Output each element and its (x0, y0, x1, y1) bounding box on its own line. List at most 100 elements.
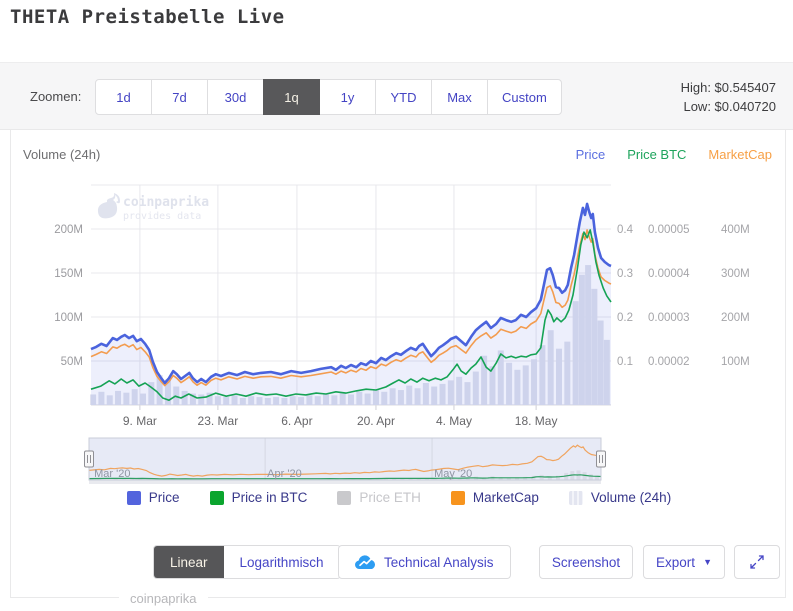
volume-bar (422, 383, 429, 405)
marketcap-line (90, 229, 612, 387)
price-chart[interactable]: 9. Mar 23. Mar 6. Apr 20. Apr 4. May 18. May c… (11, 150, 787, 510)
navigator-volume-bar (416, 478, 421, 480)
technical-analysis-button[interactable]: Technical Analysis (338, 545, 511, 579)
volume-bar (339, 392, 346, 405)
volume-bar (397, 390, 404, 405)
volume-bar (189, 393, 196, 405)
x-axis-label: 9. Mar (123, 414, 157, 428)
price-tick-label: 0.3 (617, 268, 633, 280)
volume-bar (140, 393, 146, 405)
chart-legend: Price Price in BTC Price ETH MarketCap Volum… (11, 490, 787, 505)
navigator-volume-bar (523, 476, 528, 480)
export-button[interactable]: Export ▼ (643, 545, 725, 579)
volume-bar (489, 366, 496, 405)
legend-item-price-eth[interactable]: Price ETH (337, 490, 421, 505)
navigator-handle-left[interactable] (84, 450, 94, 468)
volume-bar (585, 265, 592, 405)
volume-bar (406, 385, 413, 405)
x-axis-label: 18. May (515, 414, 558, 428)
volume-bar (506, 362, 513, 405)
range-button-1d[interactable]: 1d (95, 79, 152, 115)
navigator-volume-bar (441, 478, 446, 480)
volume-bar (131, 389, 138, 405)
navigator-handle-right[interactable] (596, 450, 606, 468)
screenshot-button[interactable]: Screenshot (539, 545, 633, 579)
price-area-fill (91, 203, 611, 405)
x-axis-label: 4. May (436, 414, 472, 428)
volume-tick-label: 50M (61, 356, 83, 368)
navigator-volume-bar (130, 478, 135, 480)
legend-item-volume-24h-[interactable]: Volume (24h) (568, 490, 671, 505)
chart-controls: Linear Logarithmisch Technical Analysis … (11, 545, 787, 581)
volume-bar (564, 341, 571, 405)
chart-container: Volume (24h) Price Price BTC MarketCap 9. … (10, 130, 787, 606)
volume-bar (556, 348, 562, 405)
high-low-values: High: $0.545407 Low: $0.040720 (681, 78, 776, 116)
navigator-volume-bar (515, 477, 520, 480)
legend-item-price-in-btc[interactable]: Price in BTC (209, 490, 307, 505)
volume-bar (156, 375, 163, 405)
volume-bar (356, 391, 363, 405)
volume-bar (531, 359, 538, 405)
navigator-volume-bar (408, 478, 413, 480)
volume-bar (381, 391, 388, 405)
x-axis-label: 20. Apr (357, 414, 395, 428)
navigator-volume-bar (555, 475, 560, 480)
volume-bar (447, 380, 454, 405)
navigator-volume-bar (498, 477, 503, 480)
scale-toggle-group: Linear Logarithmisch (153, 545, 341, 579)
volume-bar (514, 369, 521, 405)
volume-bar (123, 392, 130, 405)
navigator-volume-bar (457, 478, 462, 480)
volume-bar (223, 397, 230, 405)
range-button-max[interactable]: Max (431, 79, 488, 115)
price-tick-label: 0.2 (617, 312, 633, 324)
linear-scale-button[interactable]: Linear (154, 546, 224, 578)
price-btc-tick-label: 0.00003 (648, 312, 690, 324)
legend-item-price[interactable]: Price (126, 490, 180, 505)
axis-toggle-price[interactable]: Price (575, 147, 606, 162)
navigator-month-label: Mar '20 (94, 468, 130, 480)
volume-bar (497, 350, 504, 405)
volume-bar (539, 345, 546, 405)
range-button-ytd[interactable]: YTD (375, 79, 432, 115)
volume-bar (90, 394, 97, 405)
chart-navigator[interactable]: Mar '20 Apr '20 May '20 (84, 437, 606, 484)
legend-swatch (450, 490, 465, 505)
range-button-7d[interactable]: 7d (151, 79, 208, 115)
legend-item-marketcap[interactable]: MarketCap (450, 490, 539, 505)
navigator-volume-bar (392, 478, 397, 480)
volume-bar (206, 392, 213, 405)
volume-bar (256, 397, 263, 405)
volume-axis-title: Volume (24h) (23, 147, 101, 162)
navigator-month-label: May '20 (434, 468, 472, 480)
fullscreen-button[interactable] (734, 545, 780, 579)
volume-bar (522, 365, 529, 405)
technical-analysis-label: Technical Analysis (384, 554, 494, 570)
volume-bar (248, 396, 255, 405)
volume-bar (164, 379, 171, 405)
navigator-volume-bar (424, 478, 429, 480)
range-button-1q[interactable]: 1q (263, 79, 320, 115)
price-btc-tick-label: 0.00005 (648, 224, 690, 236)
volume-bar (273, 397, 280, 405)
volume-bar (289, 396, 296, 405)
legend-label: Price (148, 490, 180, 505)
navigator-scrollbar[interactable] (89, 480, 601, 484)
range-button-custom[interactable]: Custom (487, 79, 562, 115)
tradingview-cloud-icon (355, 555, 375, 569)
range-button-1y[interactable]: 1y (319, 79, 376, 115)
volume-bar (106, 395, 113, 405)
volume-bar (414, 388, 421, 405)
volume-bar (472, 371, 479, 405)
range-button-30d[interactable]: 30d (207, 79, 264, 115)
navigator-volume-bar (449, 478, 454, 480)
navigator-volume-bar (465, 477, 470, 480)
marketcap-tick-label: 200M (721, 312, 750, 324)
axis-toggle-marketcap[interactable]: MarketCap (708, 147, 772, 162)
volume-bar (464, 382, 471, 405)
logarithmic-scale-button[interactable]: Logarithmisch (223, 546, 340, 578)
axis-toggle-price-btc[interactable]: Price BTC (627, 147, 687, 162)
